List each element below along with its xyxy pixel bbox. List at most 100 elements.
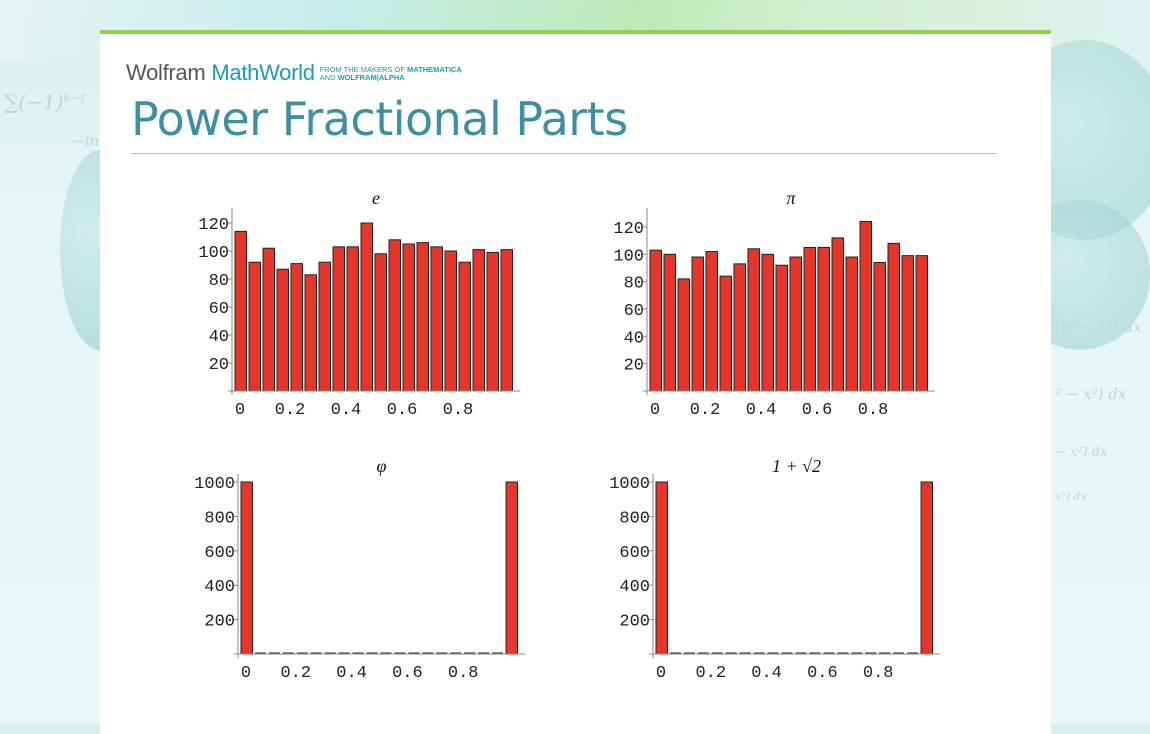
mathworld-logo[interactable]: Wolfram MathWorld FROM THE MAKERS OF MAT… (126, 60, 462, 86)
chart-bar (332, 246, 345, 392)
x-tick-label: 0.6 (807, 664, 838, 683)
x-tick-label: 0.6 (802, 401, 833, 420)
chart-bar (444, 250, 457, 392)
chart-bar (733, 263, 746, 392)
chart-bar (472, 249, 485, 392)
chart-bar (691, 256, 704, 392)
background-formula: −ln (72, 132, 100, 150)
logo-tagline: FROM THE MAKERS OF MATHEMATICA AND WOLFR… (320, 66, 462, 82)
chart-bar (402, 243, 415, 392)
chart-pi: π 20 40 60 80 100 120 0 0.2 0.4 0.6 0.8 (595, 184, 965, 434)
x-tick-label: 0 (241, 664, 251, 683)
tagline-prefix: AND (319, 73, 338, 82)
x-tick-label: 0 (650, 401, 660, 420)
y-tick-label: 60 (624, 302, 644, 321)
tagline-mathematica: MATHEMATICA (407, 65, 462, 74)
x-tick-label: 0.8 (448, 664, 479, 683)
chart-bar (901, 255, 914, 392)
background-formula: (b² − x²) dx (1055, 318, 1142, 336)
x-tick-label: 0.6 (387, 401, 418, 420)
y-tick-label: 200 (204, 613, 235, 632)
chart-bar (873, 261, 886, 392)
chart-title: 1 + √2 (772, 456, 821, 476)
y-tick-label: 1000 (194, 475, 235, 494)
y-tick-label: 600 (204, 544, 235, 563)
chart-bar (318, 261, 331, 392)
chart-bar (486, 251, 499, 392)
chart-bar (360, 222, 373, 392)
chart-bar (304, 274, 317, 392)
chart-bar (831, 237, 844, 392)
chart-svg: φ 200 400 600 800 1000 0 0.2 0.4 0.6 0.8 (194, 456, 525, 683)
x-tick-label: 0 (656, 664, 666, 683)
x-tick-label: 0.4 (746, 401, 777, 420)
y-tick-label: 20 (624, 357, 644, 376)
logo-wolfram-text: Wolfram (126, 60, 206, 85)
page-title: Power Fractional Parts (131, 92, 628, 146)
background-formula: ∑(−1)k−1 (4, 90, 87, 114)
y-tick-label: 100 (198, 244, 229, 263)
chart-bar (775, 264, 788, 392)
x-tick-label: 0.2 (280, 664, 311, 683)
chart-bar (346, 246, 359, 392)
chart-bar (276, 268, 289, 392)
chart-svg: 1 + √2 200 400 600 800 1000 0 0.2 0.4 0.6 0.8 (609, 456, 940, 683)
background-formula: x²) dx (1055, 490, 1087, 503)
x-tick-label: 0.4 (336, 664, 367, 683)
tagline-prefix: FROM THE MAKERS OF (319, 65, 408, 74)
background-formula: ² − x²) dx (1055, 385, 1127, 403)
x-tick-label: 0.8 (858, 401, 889, 420)
y-tick-label: 80 (209, 272, 229, 291)
x-tick-label: 0.8 (863, 664, 894, 683)
y-tick-label: 100 (613, 247, 644, 266)
chart-phi: φ 200 400 600 800 1000 0 0.2 0.4 0.6 0.8 (180, 442, 550, 692)
chart-e: e 20 40 60 80 100 120 0 0.2 0.4 0.6 0.8 (180, 184, 550, 434)
chart-bar (663, 253, 676, 392)
chart-bar (920, 481, 933, 655)
x-tick-label: 0.8 (443, 401, 474, 420)
chart-one-plus-sqrt2: 1 + √2 200 400 600 800 1000 0 0.2 0.4 0.6 0.8 (595, 442, 965, 692)
chart-bar (677, 278, 690, 392)
chart-svg: e 20 40 60 80 100 120 0 0.2 0.4 0.6 0.8 (198, 188, 520, 420)
x-tick-label: 0 (235, 401, 245, 420)
x-tick-label: 0.4 (331, 401, 362, 420)
chart-bar (388, 239, 401, 392)
chart-bar (500, 249, 513, 392)
chart-bar (290, 263, 303, 392)
chart-bar (416, 242, 429, 392)
chart-bar (915, 255, 928, 392)
chart-title: φ (377, 456, 387, 476)
y-tick-label: 20 (209, 356, 229, 375)
chart-bar (240, 481, 253, 655)
y-tick-label: 120 (198, 216, 229, 235)
background-formula: − x²) dx (1055, 445, 1108, 460)
chart-bar (817, 246, 830, 392)
y-tick-label: 600 (619, 544, 650, 563)
title-divider (131, 153, 996, 154)
x-tick-label: 0.2 (695, 664, 726, 683)
logo-mathworld-text: MathWorld (211, 60, 315, 85)
chart-bar (747, 248, 760, 392)
tagline-wolframalpha: WOLFRAM|ALPHA (337, 73, 405, 82)
chart-bar (719, 275, 732, 392)
chart-bar (649, 249, 662, 392)
x-tick-label: 0.2 (275, 401, 306, 420)
y-tick-label: 80 (624, 275, 644, 294)
chart-bar (803, 246, 816, 392)
chart-bar (845, 256, 858, 392)
y-tick-label: 200 (619, 613, 650, 632)
chart-svg: π 20 40 60 80 100 120 0 0.2 0.4 0.6 0.8 (613, 188, 935, 420)
chart-title: π (786, 188, 796, 208)
chart-bar (262, 247, 275, 392)
chart-bar (458, 261, 471, 392)
chart-bar (705, 251, 718, 392)
x-tick-label: 0.4 (751, 664, 782, 683)
chart-bar (761, 253, 774, 392)
chart-bar (887, 242, 900, 392)
chart-bar (505, 481, 518, 655)
chart-title: e (372, 188, 380, 208)
y-tick-label: 400 (619, 578, 650, 597)
chart-bar (248, 261, 261, 392)
chart-bar (655, 481, 668, 655)
y-tick-label: 120 (613, 220, 644, 239)
